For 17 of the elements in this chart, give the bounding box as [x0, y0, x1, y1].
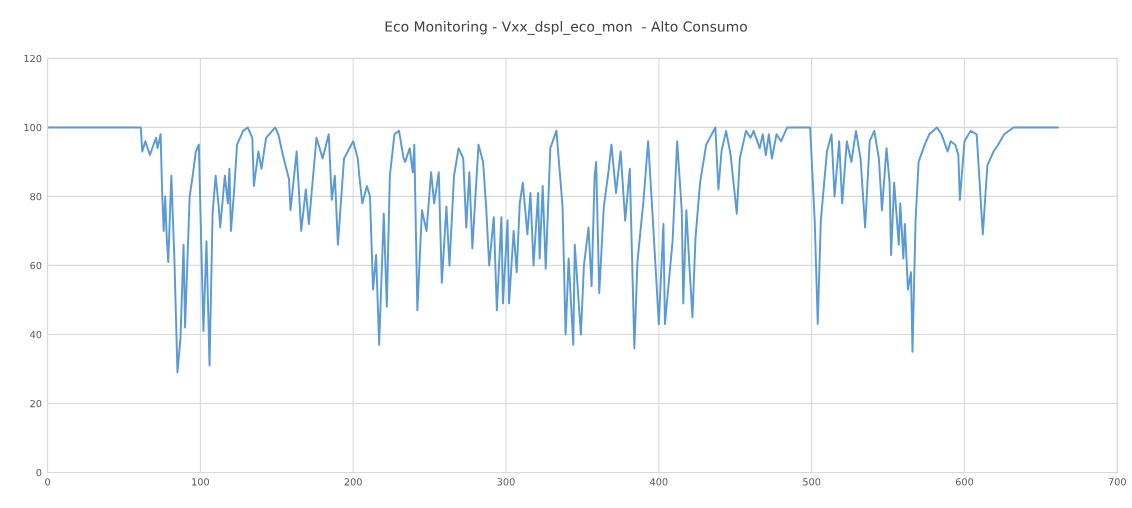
y-tick-label: 20 — [30, 399, 42, 408]
y-tick-label: 0 — [36, 468, 42, 477]
x-tick-label: 700 — [1108, 478, 1126, 486]
y-tick-label: 120 — [24, 54, 42, 63]
x-tick-label: 400 — [650, 478, 668, 486]
y-tick-label: 40 — [30, 330, 42, 339]
x-tick-label: 0 — [45, 478, 50, 486]
y-tick-label: 80 — [30, 192, 42, 201]
x-tick-label: 200 — [344, 478, 362, 486]
x-tick-label: 100 — [192, 478, 209, 486]
x-tick-label: 600 — [955, 478, 974, 486]
x-tick-label: 500 — [803, 478, 821, 486]
y-tick-label: 60 — [30, 261, 42, 270]
chart-title: Eco Monitoring - Vxx_dspl_eco_mon - Alto Consumo — [385, 21, 747, 35]
x-tick-label: 300 — [497, 478, 515, 486]
line-series — [47, 126, 1059, 374]
y-tick-label: 100 — [24, 123, 42, 132]
